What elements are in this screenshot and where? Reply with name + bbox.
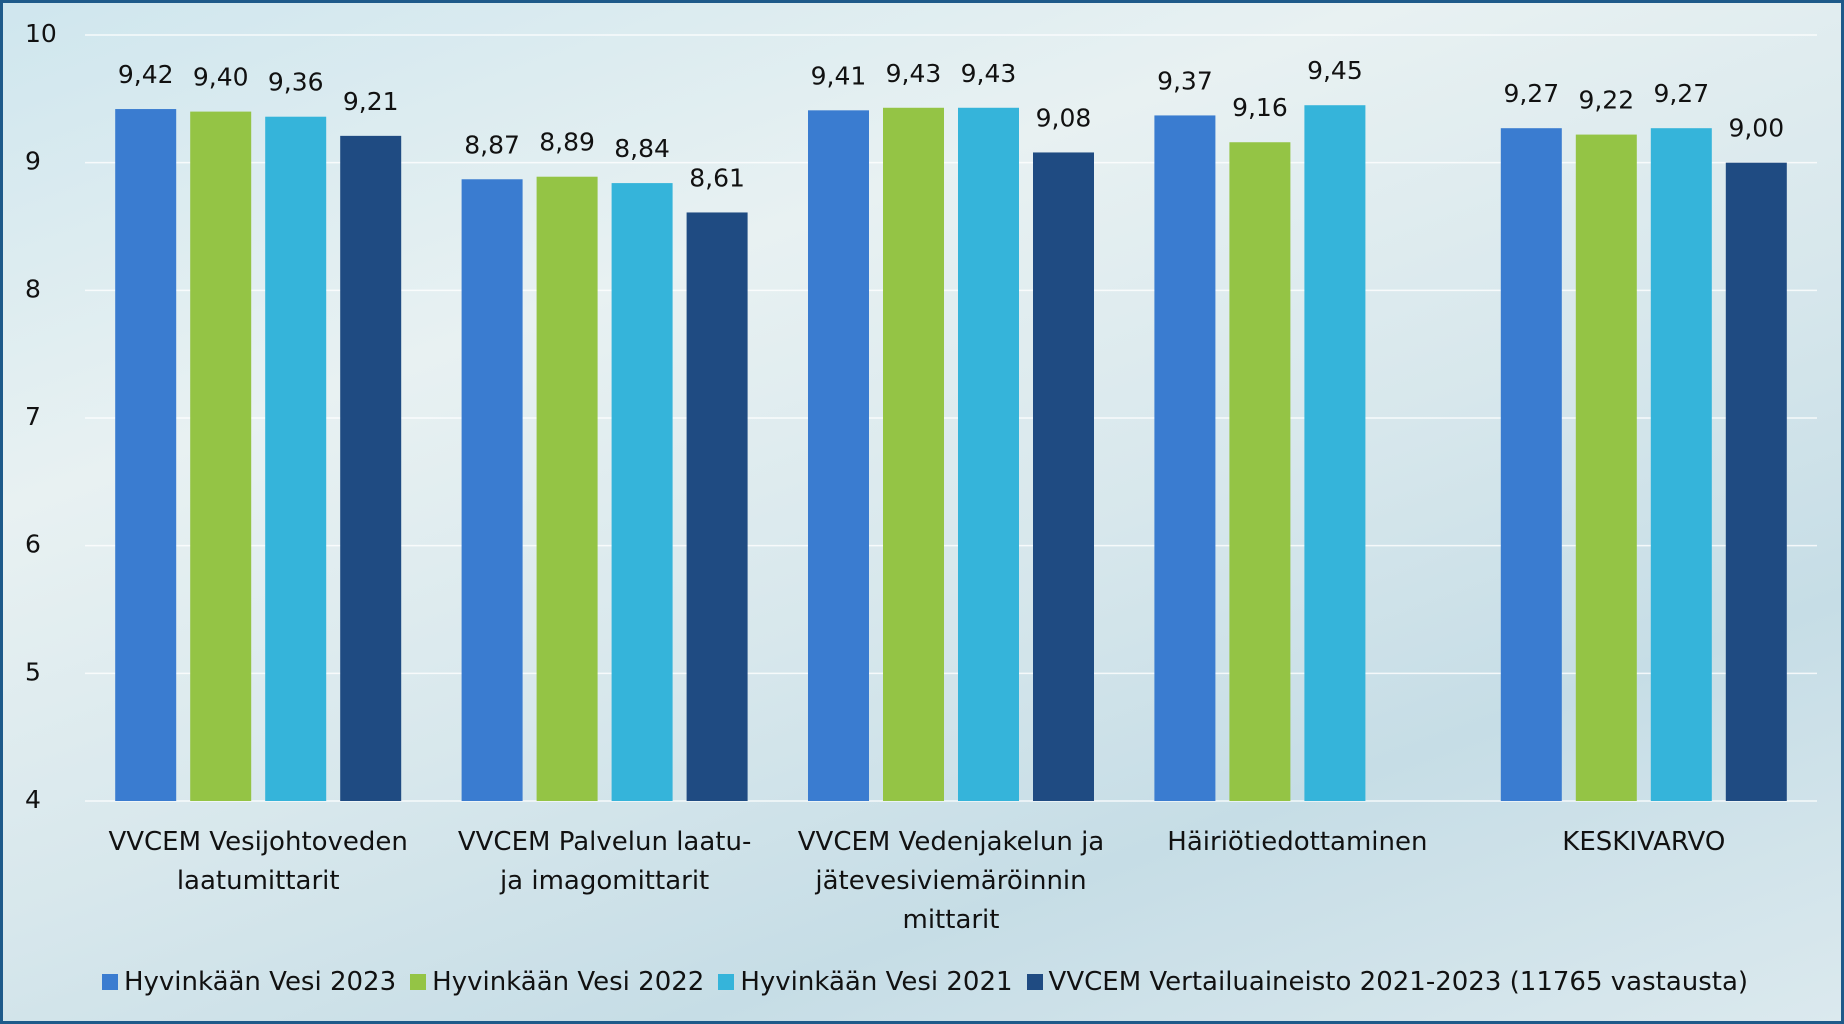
bar <box>808 110 869 801</box>
bar <box>115 109 176 801</box>
y-tick-label: 9 <box>25 147 41 176</box>
value-label: 9,40 <box>193 63 249 92</box>
y-tick-label: 8 <box>25 274 41 303</box>
bar <box>1033 152 1094 801</box>
bar <box>612 183 673 801</box>
value-label: 8,89 <box>539 128 595 157</box>
bar <box>537 177 598 801</box>
legend-swatch <box>410 974 426 990</box>
bar <box>1726 163 1787 801</box>
value-label: 9,21 <box>343 87 399 116</box>
value-label: 9,43 <box>886 59 942 88</box>
y-tick-label: 5 <box>25 657 41 686</box>
value-label: 9,00 <box>1728 114 1784 143</box>
value-label: 8,61 <box>689 163 745 192</box>
legend-item: Hyvinkään Vesi 2022 <box>410 967 704 997</box>
bar <box>883 108 944 801</box>
chart: 4 5 6 7 8 9 10 9,42 9,40 9,36 9,21 8,87 8,89 8,84 8,61… <box>0 0 1844 1024</box>
value-label: 8,84 <box>614 134 670 163</box>
value-label: 9,08 <box>1036 103 1092 132</box>
x-tick-label: VVCEM Vesijohtoveden laatumittarit <box>98 823 418 901</box>
x-tick-label: KESKIVARVO <box>1484 823 1804 862</box>
value-label: 9,45 <box>1307 56 1363 85</box>
x-tick-label: Häiriötiedottaminen <box>1137 823 1457 862</box>
bar <box>1154 115 1215 801</box>
y-tick-label: 4 <box>25 785 41 814</box>
bar <box>1501 128 1562 801</box>
x-tick-label: VVCEM Vedenjakelun ja jätevesiviemäröinn… <box>791 823 1111 940</box>
legend-swatch <box>1027 974 1043 990</box>
value-label: 9,36 <box>268 68 324 97</box>
bar <box>462 179 523 801</box>
value-label: 9,41 <box>811 61 867 90</box>
value-label: 9,16 <box>1232 93 1288 122</box>
legend-label: Hyvinkään Vesi 2021 <box>740 967 1012 997</box>
legend-label: VVCEM Vertailuaineisto 2021-2023 (11765 … <box>1049 967 1749 997</box>
value-label: 9,43 <box>961 59 1017 88</box>
value-label: 9,42 <box>118 60 174 89</box>
bar <box>265 117 326 801</box>
legend-swatch <box>718 974 734 990</box>
value-label: 9,27 <box>1503 79 1559 108</box>
y-tick-label: 7 <box>25 402 41 431</box>
legend-swatch <box>102 974 118 990</box>
bar <box>1576 135 1637 801</box>
value-label: 8,87 <box>464 130 520 159</box>
y-tick-label: 10 <box>25 19 57 48</box>
value-label: 9,22 <box>1578 86 1634 115</box>
legend: Hyvinkään Vesi 2023 Hyvinkään Vesi 2022 Hy… <box>3 967 1844 997</box>
bar <box>687 212 748 801</box>
legend-item: VVCEM Vertailuaineisto 2021-2023 (11765 … <box>1027 967 1749 997</box>
x-tick-label: VVCEM Palvelun laatu- ja imagomittarit <box>445 823 765 901</box>
legend-label: Hyvinkään Vesi 2022 <box>432 967 704 997</box>
y-tick-label: 6 <box>25 530 41 559</box>
bar <box>1651 128 1712 801</box>
bar <box>1304 105 1365 801</box>
value-label: 9,37 <box>1157 66 1213 95</box>
legend-item: Hyvinkään Vesi 2021 <box>718 967 1012 997</box>
legend-item: Hyvinkään Vesi 2023 <box>102 967 396 997</box>
legend-label: Hyvinkään Vesi 2023 <box>124 967 396 997</box>
bar <box>958 108 1019 801</box>
bar <box>1229 142 1290 801</box>
bar <box>340 136 401 801</box>
bar <box>190 112 251 801</box>
value-label: 9,27 <box>1653 79 1709 108</box>
